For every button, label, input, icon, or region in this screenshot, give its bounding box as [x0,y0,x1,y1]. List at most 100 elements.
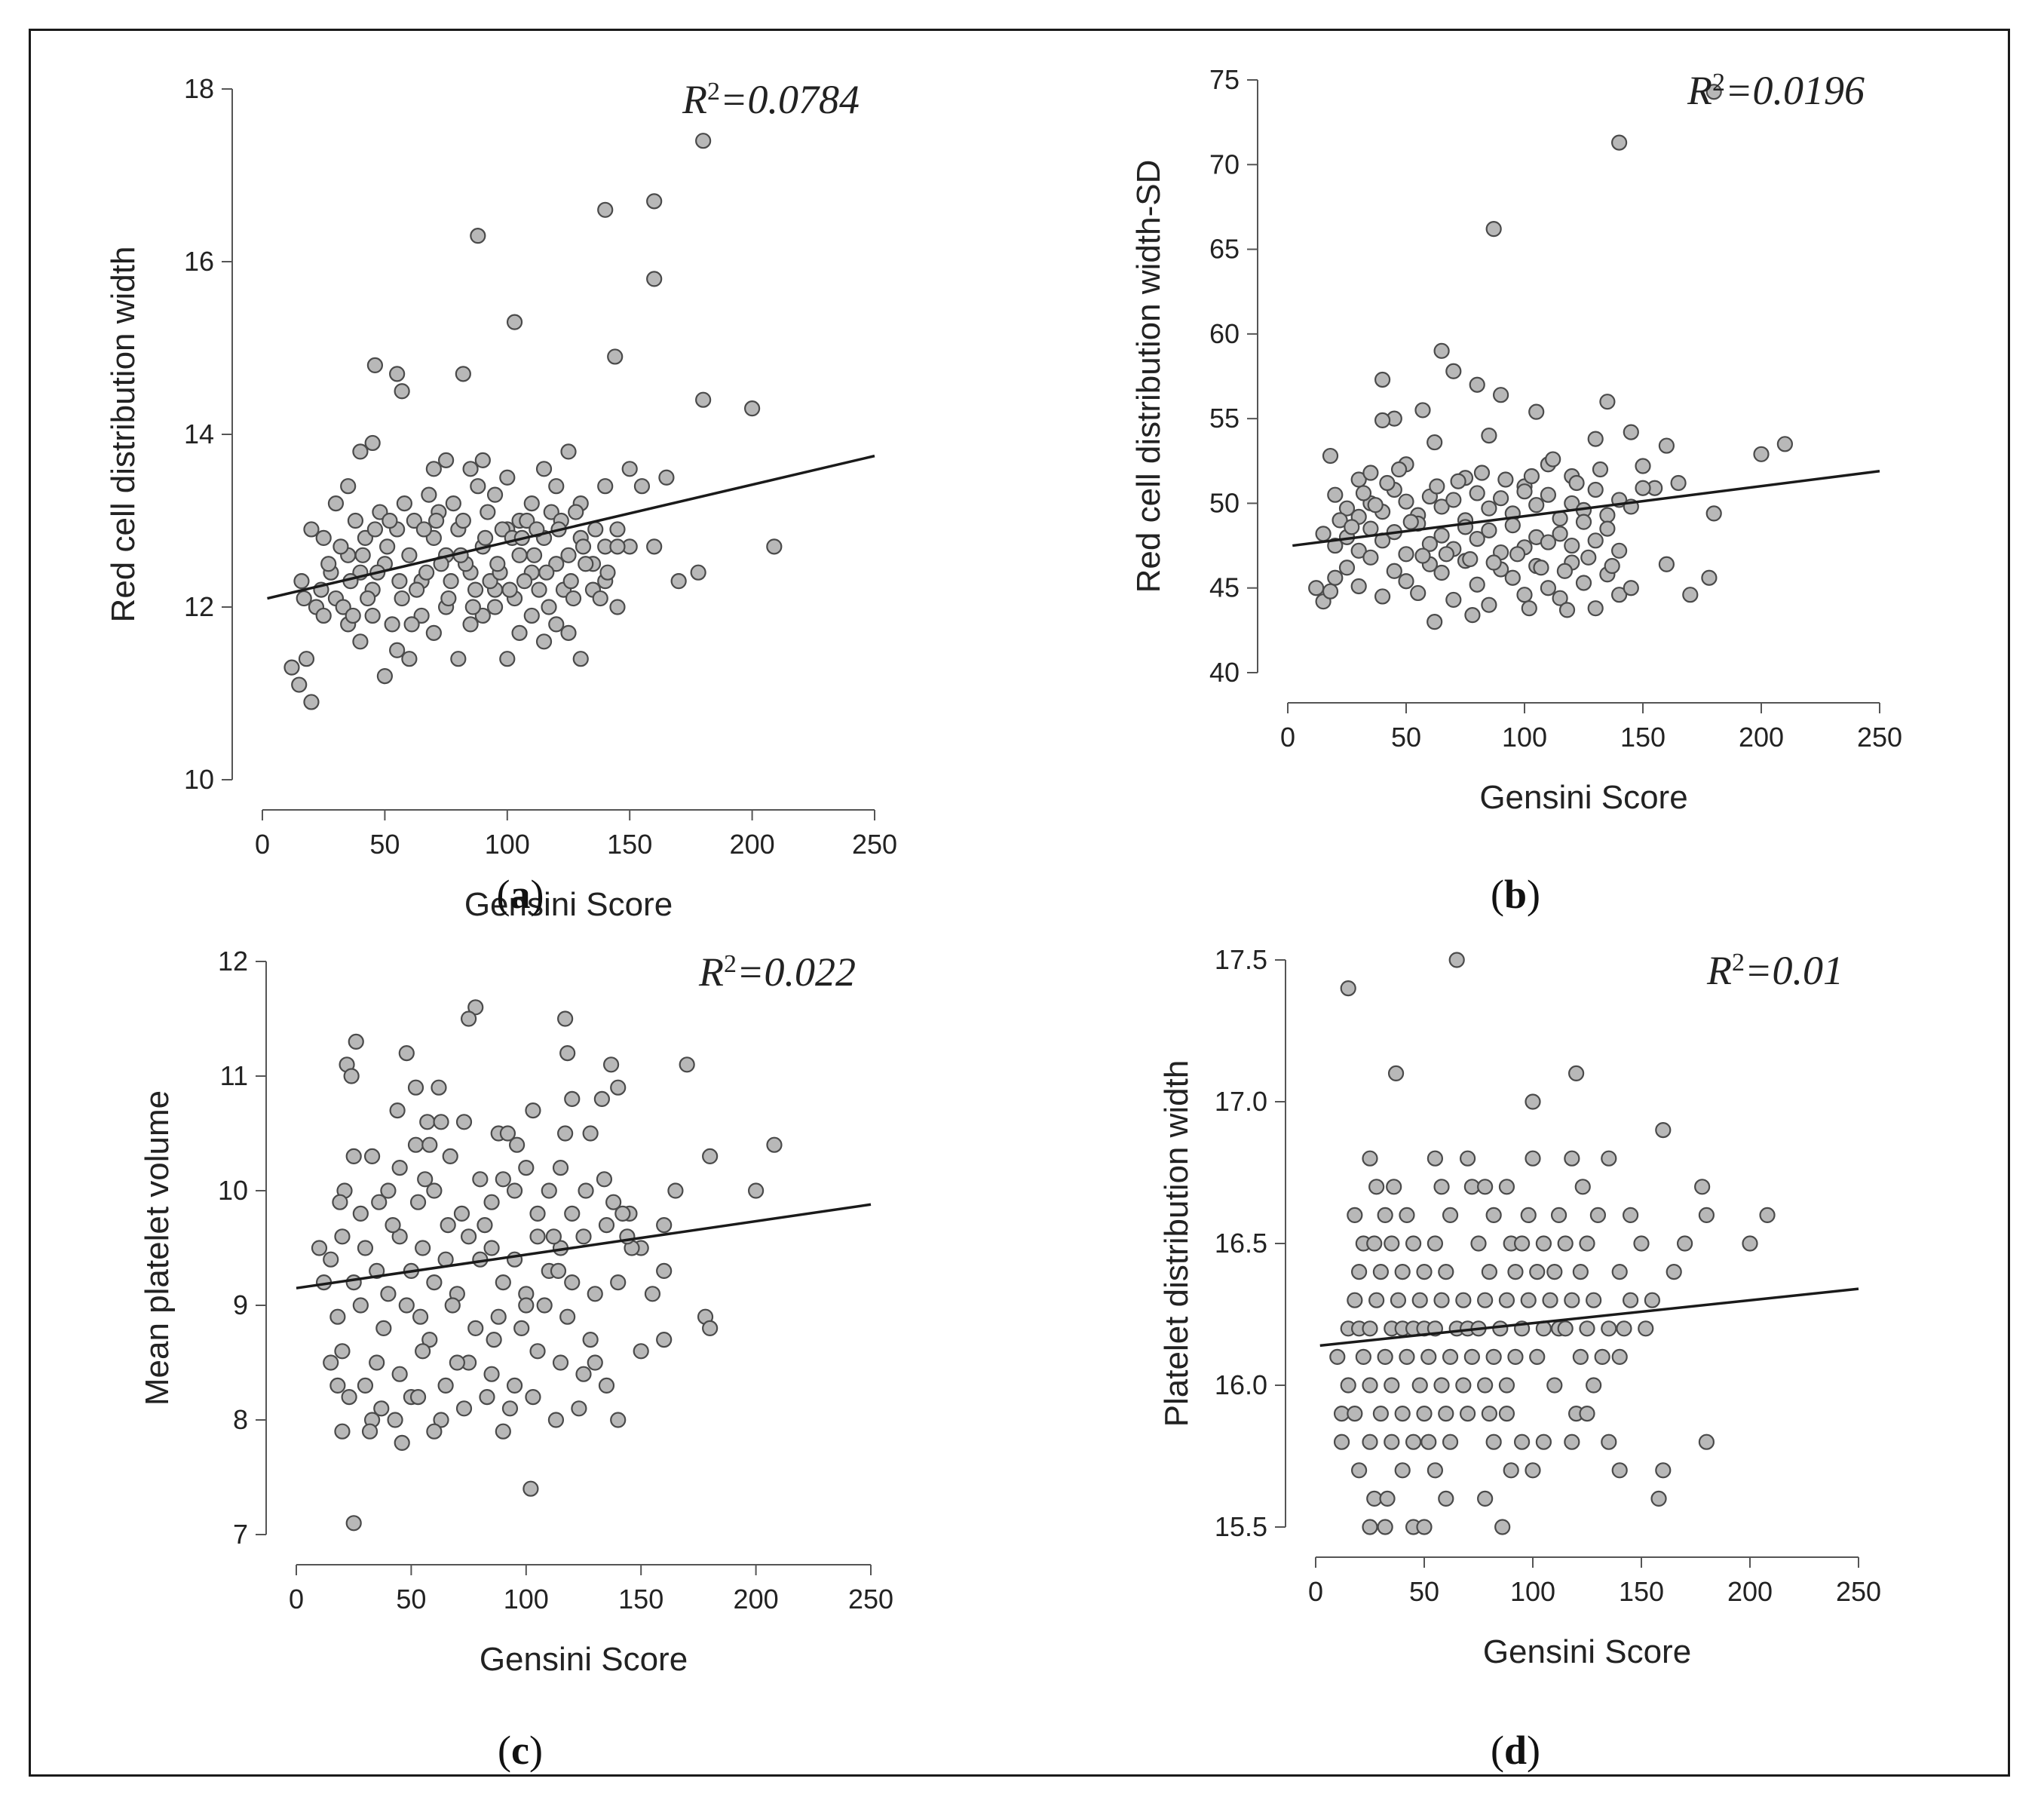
r-squared-exponent: 2 [1732,949,1745,977]
scatter-point [519,512,535,529]
scatter-point [1635,458,1651,474]
scatter-point [1682,587,1699,603]
scatter-point [1623,1207,1639,1224]
scatter-point [1332,512,1348,529]
scatter-point [1347,1292,1363,1308]
scatter-point [656,1331,673,1348]
scatter-point [1776,436,1793,452]
scatter-point [1455,1377,1472,1394]
scatter-point [1509,546,1526,563]
scatter-point [1601,1320,1617,1337]
scatter-point [610,1079,627,1096]
scatter-point [357,529,374,547]
scatter-point [1329,1348,1346,1366]
x-tick-label: 50 [1391,722,1421,753]
scatter-point [455,1114,473,1130]
scatter-point [1666,1263,1682,1280]
panel-b: 40 45 50 55 60 65 70 75 0 50 100 150 200 250 Gensini S… [1130,64,1902,917]
scatter-point [564,1205,581,1222]
scatter-point [646,538,663,555]
scatter-point [1525,1462,1541,1479]
x-tick-label: 250 [852,829,897,860]
x-tick-label: 100 [485,829,530,860]
scatter-point [609,521,626,538]
scatter-point [766,538,783,555]
scatter-point [398,1297,415,1314]
scatter-point [296,590,312,607]
scatter-point [743,400,761,417]
scatter-point [535,461,553,477]
scatter-point [1340,980,1356,997]
scatter-point [449,1354,465,1371]
scatter-point [1355,485,1372,501]
scatter-point [283,659,300,676]
scatter-point [415,1343,431,1360]
scatter-point [1433,1377,1450,1394]
scatter-point [450,651,467,667]
scatter-point [1350,1462,1368,1479]
scatter-point [360,590,376,607]
scatter-point [1463,1179,1480,1195]
scatter-point [372,504,388,520]
scatter-point [347,512,364,529]
y-axis-title: Red cell distribution width [105,247,142,623]
scatter-point [298,651,315,667]
scatter-point [1601,1434,1617,1450]
scatter-point [1507,1348,1524,1366]
scatter-point [345,607,361,624]
scatter-point [440,590,457,607]
scatter-point [433,1412,449,1428]
scatter-point [552,1354,569,1371]
scatter-point [352,633,369,650]
x-tick-label: 0 [255,829,270,860]
caption-a: (a) [496,872,544,917]
scatter-point [1611,1263,1628,1280]
scatter-point [596,1171,613,1188]
scatter-point [1498,1179,1515,1195]
x-tick-label: 200 [734,1584,779,1614]
scatter-point [529,1205,546,1222]
scatter-point [1528,403,1545,420]
scatter-point [421,1331,438,1348]
r-squared-letter: R [1706,948,1732,993]
scatter-point [1568,1065,1585,1082]
scatter-point [391,1159,408,1176]
scatter-point [568,504,584,520]
scatter-point [1485,221,1502,238]
x-axis-title: Gensini Score [1479,779,1687,816]
scatter-point [1394,1462,1411,1479]
scatter-point [1485,1434,1502,1450]
scatter-point [467,1320,484,1337]
scatter-point [1462,550,1479,568]
scatter-point [394,590,410,607]
scatter-point [394,383,410,400]
scatter-point [1556,563,1573,579]
x-tick-label: 100 [1502,722,1547,753]
scatter-point [467,581,484,598]
scatter-point [562,573,579,590]
scatter-point [389,366,406,382]
x-tick-label: 250 [1836,1576,1881,1607]
scatter-point [1379,1490,1396,1507]
r-squared-exponent: 2 [1712,69,1725,97]
scatter-point [1438,1490,1454,1507]
scatter-point [409,581,425,598]
scatter-point [1405,1434,1422,1450]
y-tick-label: 9 [233,1289,248,1320]
scatter-point [658,469,675,486]
x-tick-label: 0 [1308,1576,1323,1607]
x-tick-label: 250 [848,1584,893,1614]
scatter-point [442,1148,458,1165]
scatter-point [679,1056,695,1073]
scatter-point [437,452,455,468]
scatter-point [1616,1320,1632,1337]
scatter-point [354,547,371,563]
scatter-point [1445,492,1462,508]
x-tick-label: 200 [1739,722,1784,753]
scatter-point [564,1090,581,1108]
scatter-point [406,512,422,529]
scatter-point [1442,1207,1459,1224]
scatter-point [470,228,486,244]
scatter-point [1535,1434,1552,1450]
scatter-point [543,504,559,520]
